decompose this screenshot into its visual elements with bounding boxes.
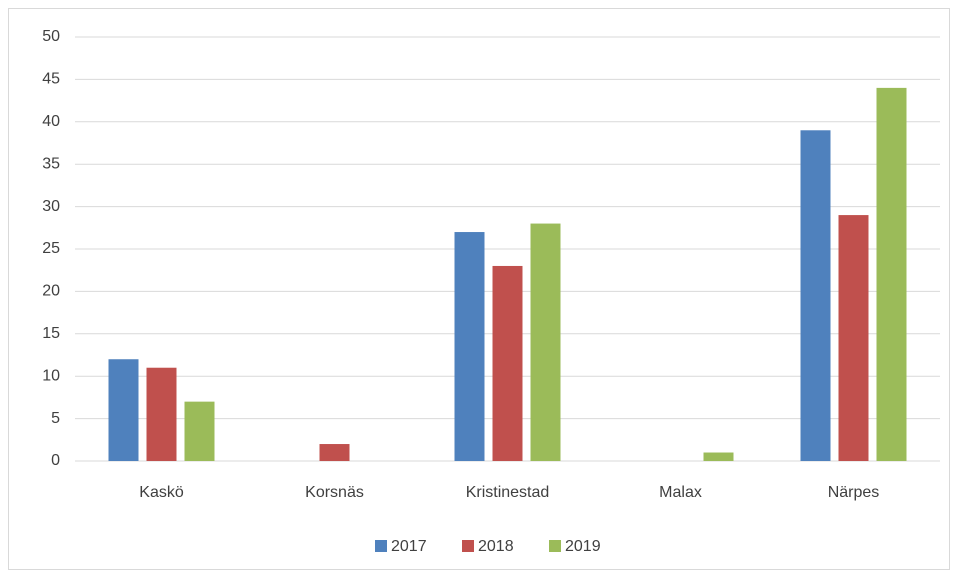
- y-tick-label: 15: [42, 325, 60, 342]
- y-tick-label: 30: [42, 198, 60, 215]
- bar: [319, 444, 350, 461]
- legend-label: 2018: [478, 538, 514, 555]
- bar: [454, 232, 485, 461]
- y-tick-label: 45: [42, 71, 60, 88]
- x-tick-label: Kaskö: [139, 484, 184, 501]
- y-tick-label: 25: [42, 240, 60, 257]
- legend-label: 2019: [565, 538, 601, 555]
- legend-swatch: [549, 540, 561, 552]
- y-tick-label: 20: [42, 283, 60, 300]
- x-tick-label: Kristinestad: [466, 484, 550, 501]
- bar: [492, 265, 523, 461]
- y-tick-label: 10: [42, 367, 60, 384]
- x-tick-label: Korsnäs: [305, 484, 364, 501]
- bar: [703, 452, 734, 461]
- bar: [838, 215, 869, 461]
- bar: [184, 401, 215, 461]
- legend-swatch: [375, 540, 387, 552]
- x-tick-label: Malax: [659, 484, 702, 501]
- y-tick-label: 5: [51, 410, 60, 427]
- y-tick-label: 50: [42, 28, 60, 45]
- bar: [108, 359, 139, 461]
- bar: [146, 367, 177, 461]
- legend-swatch: [462, 540, 474, 552]
- y-tick-label: 40: [42, 113, 60, 130]
- bar: [800, 130, 831, 461]
- bar: [876, 87, 907, 461]
- y-tick-label: 35: [42, 155, 60, 172]
- bar: [530, 223, 561, 461]
- legend-label: 2017: [391, 538, 427, 555]
- x-tick-label: Närpes: [828, 484, 880, 501]
- y-tick-label: 0: [51, 452, 60, 469]
